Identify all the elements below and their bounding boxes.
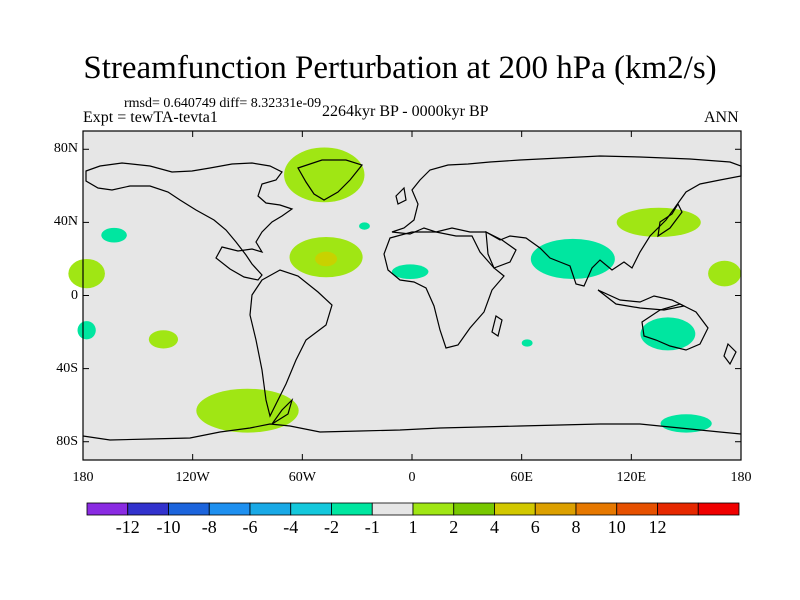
anomaly-south-asia [530,238,615,280]
colorbar-label: -12 [115,517,140,537]
colorbar-box [290,502,332,516]
y-tick-label: 40N [53,214,78,230]
colorbar-box [657,502,699,516]
colorbar-box [208,502,251,516]
experiment-label: Expt = tewTA-tevta1 [83,109,218,126]
y-tick-label: 40S [56,360,78,376]
colorbar-label: 1 [408,517,418,537]
colorbar-label: -1 [364,517,380,537]
colorbar-box [168,502,210,516]
anomaly-southern-ocean-drake [196,388,299,433]
colorbar-box [534,502,577,516]
colorbar-box [412,502,455,516]
tick-marks [82,131,742,460]
colorbar-label: 12 [648,517,667,537]
anomaly-west-africa [391,264,429,280]
colorbar-label: 2 [449,517,459,537]
map-background [83,131,741,460]
coastlines [82,155,742,441]
colorbar-box [331,502,373,516]
y-tick-label: 80N [53,141,78,157]
anomaly-eastern-north-pacific [68,258,105,289]
anomaly-australia [640,317,696,351]
colorbar-box [86,502,129,516]
colorbar-box [616,502,658,516]
anomaly-north-atlantic-small [358,222,370,230]
x-tick-label: 180 [730,470,752,485]
colorbar-box [127,502,169,516]
season-label: ANN [704,109,739,126]
colorbar-label: -2 [324,517,339,537]
colorbar-box [697,502,740,516]
x-tick-label: 60E [510,470,533,485]
colorbar-box [249,502,292,516]
colorbar-box [371,502,414,516]
anomaly-western-north-pacific [708,260,741,287]
colorbar-label: -8 [201,517,217,537]
colorbar-label: -10 [156,517,181,537]
y-tick-label: 80S [56,433,78,449]
colorbar [86,502,740,516]
anomaly-south-pacific-west [77,321,96,340]
colorbar-label: -4 [283,517,299,537]
colorbar-label: 10 [607,517,626,537]
anomaly-south-pacific [148,330,179,349]
period-label: 2264kyr BP - 0000kyr BP [322,103,489,120]
x-tick-label: 60W [288,470,316,485]
anomaly-north-atlantic-greenland [284,147,365,203]
colorbar-label: 4 [490,517,499,537]
colorbar-label: 6 [530,517,540,537]
anomaly-southern-indian [521,339,533,347]
stats-text: rmsd= 0.640749 diff= 8.32331e-09 [124,96,322,111]
colorbar-label: -6 [242,517,258,537]
x-tick-label: 0 [408,470,416,485]
anomaly-southern-ocean-east [660,414,712,433]
colorbar-label: 8 [571,517,581,537]
x-tick-label: 120E [616,470,647,485]
anomaly-subtropical-atlantic-core [315,251,338,267]
x-tick-label: 180 [72,470,94,485]
colorbar-box [494,502,536,516]
colorbar-box [575,502,618,516]
anomaly-central-pacific-north [101,227,127,243]
y-tick-label: 0 [71,287,78,303]
chart-title: Streamfunction Perturbation at 200 hPa (… [83,50,717,86]
x-tick-label: 120W [175,470,210,485]
colorbar-box [453,502,495,516]
